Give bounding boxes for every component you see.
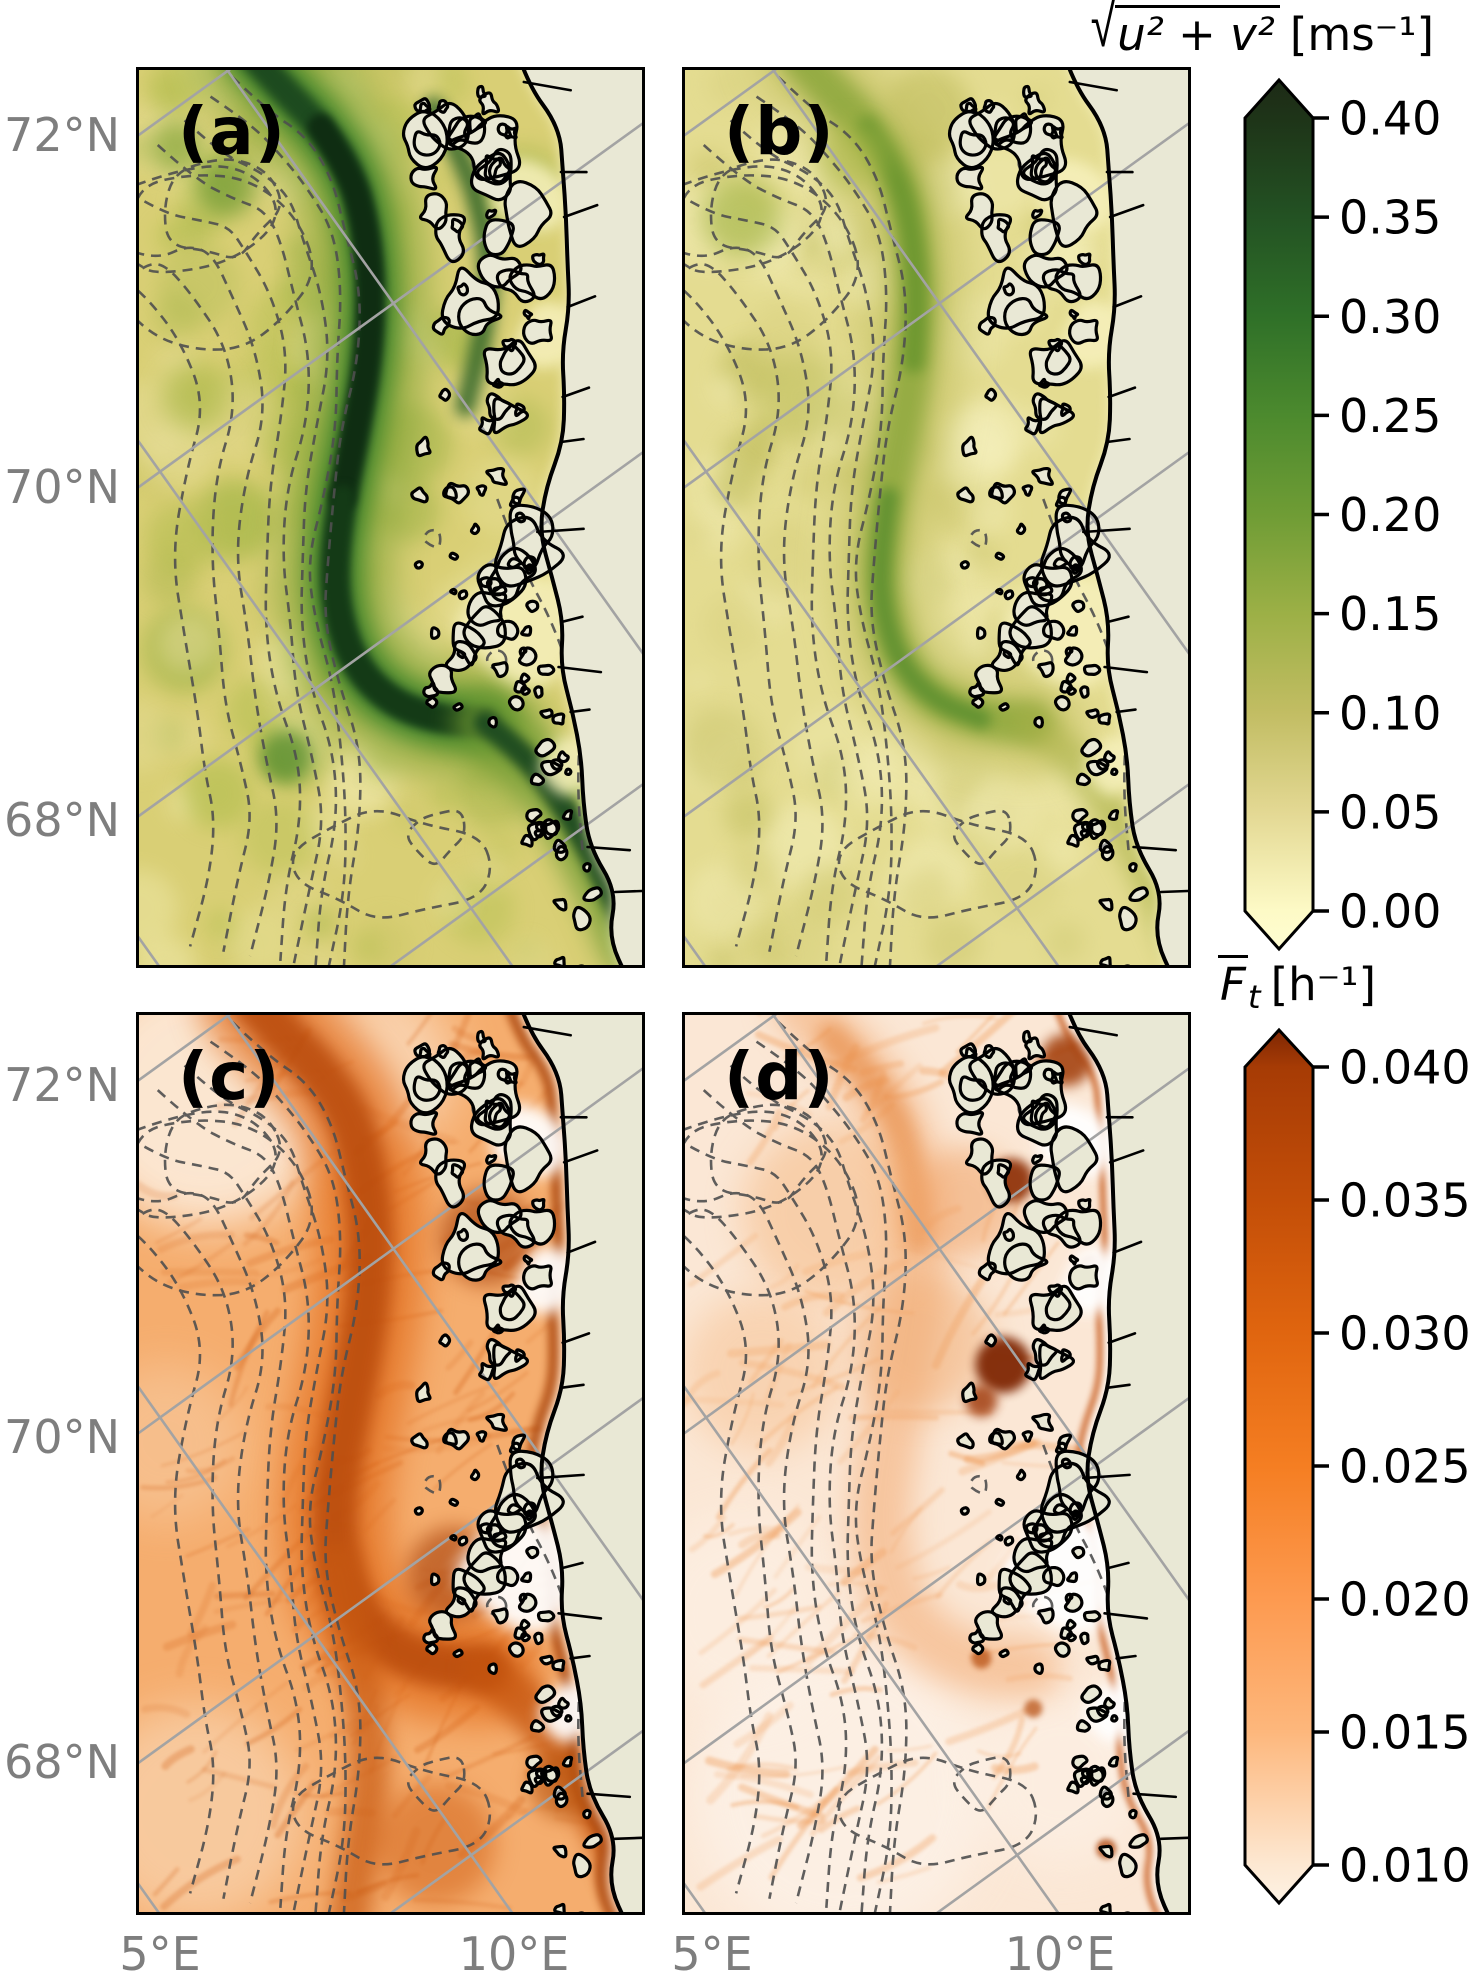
lat-tick-label: 72°N (4, 1058, 120, 1112)
colorbar-tick-label: 0.25 (1339, 389, 1441, 443)
colorbar-tick-label: 0.020 (1339, 1573, 1469, 1627)
map-canvas-c (136, 1012, 645, 1915)
colorbar-tick-label: 0.20 (1339, 488, 1441, 542)
colorbar-tick-label: 0.030 (1339, 1307, 1469, 1361)
panel-label-d: (d) (724, 1038, 835, 1115)
colorbar-tick-label: 0.15 (1339, 587, 1441, 641)
panel-label-a: (a) (178, 93, 286, 170)
lat-tick-label: 70°N (4, 1410, 120, 1464)
colorbar-tick-label: 0.035 (1339, 1174, 1469, 1228)
ft-symbol: F (1218, 955, 1248, 1011)
colorbar-tick-label: 0.010 (1339, 1839, 1469, 1893)
map-canvas-a (136, 67, 645, 968)
colorbar-title-ft: Ft [h⁻¹] (1218, 955, 1377, 1017)
colorbar-ft: 0.040 0.035 0.030 0.025 0.020 0.015 0.010 (1243, 1027, 1469, 1906)
sqrt-radicand: u² + v² (1115, 5, 1280, 61)
sqrt-radical-sign: √ (1090, 0, 1116, 61)
speed-unit: [ms⁻¹] (1289, 8, 1434, 61)
colorbar-tick-label: 0.35 (1339, 191, 1441, 245)
colorbar-tick-label: 0.05 (1339, 785, 1441, 839)
lat-tick-label: 72°N (4, 108, 120, 162)
colorbar-tick-label: 0.00 (1339, 885, 1441, 939)
map-panel-b: (b) (682, 67, 1191, 968)
map-canvas-d (682, 1012, 1191, 1915)
colorbar-tick-label: 0.40 (1339, 92, 1441, 146)
map-canvas-b (682, 67, 1191, 968)
colorbar-tick-label: 0.025 (1339, 1440, 1469, 1494)
lat-tick-label: 70°N (4, 460, 120, 514)
lat-tick-label: 68°N (4, 793, 120, 847)
colorbar-title-speed: √u² + v² [ms⁻¹] (1091, 0, 1434, 61)
panel-label-b: (b) (724, 93, 835, 170)
colorbar-bar (1243, 1027, 1315, 1906)
lon-tick-label: 5°E (119, 1927, 201, 1981)
colorbar-bar (1243, 77, 1315, 952)
ft-unit: [h⁻¹] (1270, 958, 1377, 1011)
lat-tick-label: 68°N (4, 1735, 120, 1789)
map-panel-d: (d) (682, 1012, 1191, 1915)
panel-label-c: (c) (178, 1038, 281, 1115)
map-panel-a: (a) (136, 67, 645, 968)
lon-tick-label: 5°E (671, 1927, 753, 1981)
colorbar-tick-label: 0.015 (1339, 1706, 1469, 1760)
ft-subscript: t (1247, 978, 1261, 1017)
colorbar-tick-label: 0.10 (1339, 686, 1441, 740)
map-panel-c: (c) (136, 1012, 645, 1915)
lon-tick-label: 10°E (458, 1927, 570, 1981)
lon-tick-label: 10°E (1004, 1927, 1116, 1981)
colorbar-speed: 0.40 0.35 0.30 0.25 0.20 0.15 0.10 0.05 0.00 (1243, 77, 1441, 952)
colorbar-tick-label: 0.30 (1339, 290, 1441, 344)
colorbar-tick-label: 0.040 (1339, 1041, 1469, 1095)
